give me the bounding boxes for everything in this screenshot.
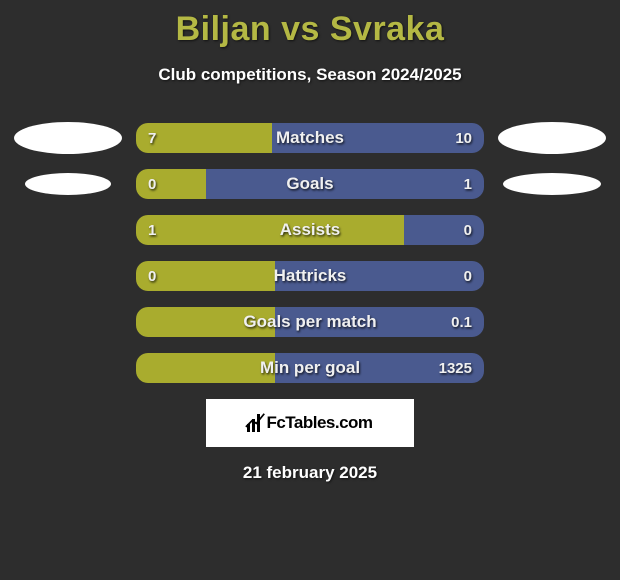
player-avatar-right-a <box>498 122 606 154</box>
player-avatar-left-a <box>14 122 122 154</box>
bar-left-fill <box>136 261 275 291</box>
metric-row: 0 Hattricks 0 <box>0 253 620 299</box>
metric-row: 0 Goals 1 <box>0 161 620 207</box>
bar-right-fill <box>206 169 484 199</box>
player-avatar-left-b <box>25 173 111 195</box>
metric-bar: Min per goal 1325 <box>136 353 484 383</box>
date-label: 21 february 2025 <box>0 463 620 483</box>
bar-left-fill <box>136 215 404 245</box>
page-subtitle: Club competitions, Season 2024/2025 <box>0 65 620 85</box>
bar-left-fill <box>136 169 206 199</box>
metric-row: 7 Matches 10 <box>0 115 620 161</box>
metric-bar: 0 Goals 1 <box>136 169 484 199</box>
metric-row: 1 Assists 0 <box>0 207 620 253</box>
comparison-chart: 7 Matches 10 0 Goals 1 1 Assists 0 <box>0 115 620 391</box>
avatar-slot-right-top <box>484 122 620 154</box>
branding-badge: FcTables.com <box>206 399 414 447</box>
avatar-slot-left-top <box>0 122 136 154</box>
bar-right-fill <box>275 353 484 383</box>
bar-left-fill <box>136 123 272 153</box>
avatar-slot-left-bot <box>0 173 136 195</box>
avatar-slot-right-bot <box>484 173 620 195</box>
bar-right-fill <box>272 123 484 153</box>
bar-left-fill <box>136 353 275 383</box>
metric-row: Min per goal 1325 <box>0 345 620 391</box>
page-title: Biljan vs Svraka <box>0 0 620 49</box>
bar-right-fill <box>275 261 484 291</box>
metric-row: Goals per match 0.1 <box>0 299 620 345</box>
metric-bar: 1 Assists 0 <box>136 215 484 245</box>
fctables-logo-icon <box>247 414 260 432</box>
metric-bar: 0 Hattricks 0 <box>136 261 484 291</box>
player-avatar-right-b <box>503 173 601 195</box>
bar-right-fill <box>404 215 484 245</box>
metric-bar: 7 Matches 10 <box>136 123 484 153</box>
bar-right-fill <box>275 307 484 337</box>
bar-left-fill <box>136 307 275 337</box>
branding-text: FcTables.com <box>266 413 372 433</box>
metric-bar: Goals per match 0.1 <box>136 307 484 337</box>
